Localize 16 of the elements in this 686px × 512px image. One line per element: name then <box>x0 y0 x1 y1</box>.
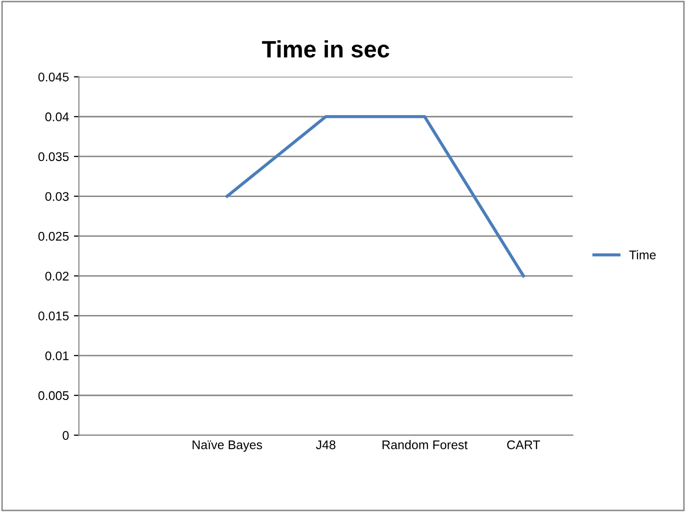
legend-label: Time <box>629 250 656 260</box>
x-tick-label: J48 <box>316 440 336 450</box>
x-tick-label: CART <box>507 440 540 450</box>
y-tick-label: 0.005 <box>38 391 69 400</box>
y-tick-label: 0.02 <box>45 272 69 281</box>
y-tick-label: 0.04 <box>45 112 69 122</box>
y-tick-label: 0 <box>62 431 69 440</box>
x-tick-label: Random Forest <box>382 440 468 450</box>
y-tick-label: 0.015 <box>38 312 69 320</box>
y-tick-label: 0.025 <box>38 232 69 241</box>
y-tick-label: 0.035 <box>38 152 69 162</box>
x-tick-label: Naïve Bayes <box>192 440 262 452</box>
y-tick-label: 0.03 <box>45 192 69 201</box>
y-tick-label: 0.045 <box>38 72 69 82</box>
chart-title: Time in sec <box>262 40 390 58</box>
y-tick-label: 0.01 <box>45 351 69 360</box>
